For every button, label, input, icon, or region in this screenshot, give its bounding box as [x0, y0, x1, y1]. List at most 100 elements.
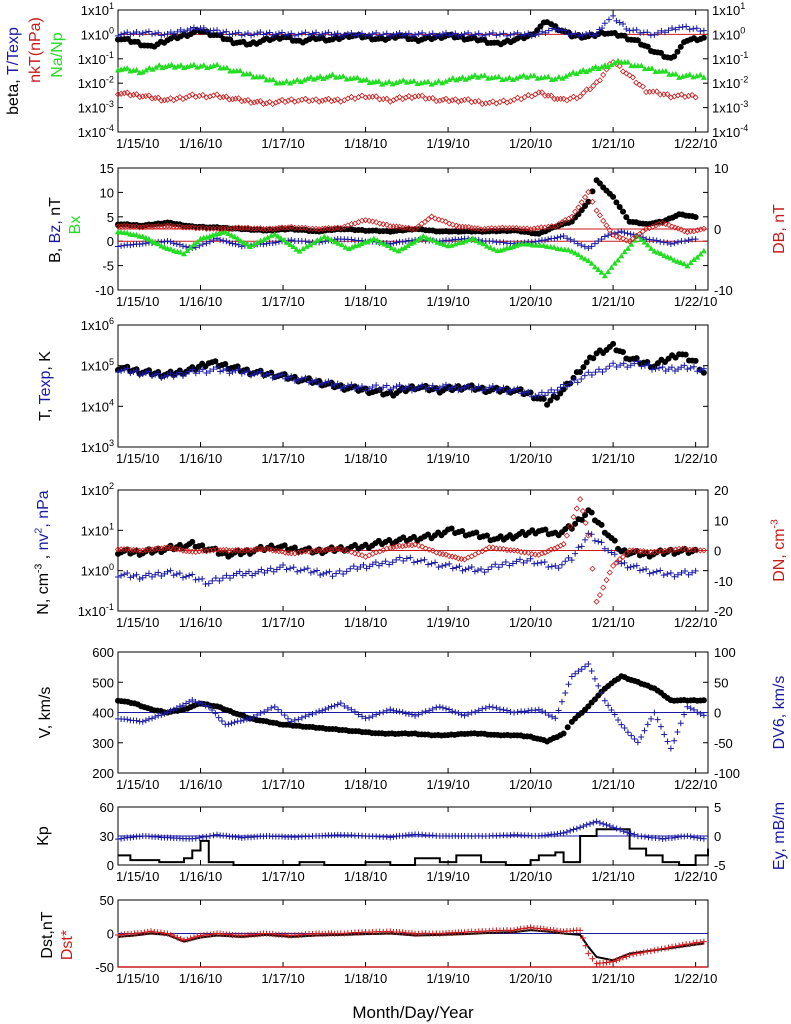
data-point [624, 245, 631, 251]
data-point [121, 30, 128, 37]
x-tick-label: 1/20/10 [509, 777, 552, 792]
x-tick-label: 1/15/10 [116, 971, 159, 986]
data-point [287, 565, 294, 572]
data-point [641, 727, 648, 734]
data-point [242, 570, 249, 577]
data-point [319, 547, 326, 554]
data-point [194, 26, 201, 33]
data-point [184, 936, 191, 943]
data-point [412, 31, 419, 38]
data-point [455, 98, 462, 105]
data-point [189, 366, 196, 373]
data-point [611, 59, 618, 66]
x-tick-label: 1/16/10 [179, 294, 222, 309]
data-point [313, 29, 320, 36]
data-point [176, 223, 183, 230]
data-point [312, 96, 320, 103]
data-point [518, 390, 525, 397]
y-axis-title: V, km/s [37, 687, 54, 739]
data-point [419, 709, 426, 716]
data-point [348, 236, 355, 243]
data-point [417, 557, 424, 564]
y-tick-label: 1x100 [81, 26, 114, 43]
data-point [228, 720, 235, 727]
data-point [700, 247, 707, 254]
x-tick-label: 1/15/10 [116, 615, 159, 630]
data-point [471, 568, 478, 575]
data-point [341, 547, 348, 554]
data-point [268, 704, 275, 711]
data-point [235, 95, 242, 102]
data-point [591, 537, 598, 544]
data-point [603, 821, 610, 828]
right-tick-label: -50 [714, 736, 733, 751]
data-point [577, 927, 584, 934]
data-point [615, 229, 622, 236]
data-point [316, 31, 323, 38]
data-point [390, 544, 397, 551]
data-point [544, 401, 551, 408]
data-point [676, 942, 683, 949]
data-point [396, 29, 403, 36]
data-point [694, 254, 701, 260]
data-point [176, 703, 183, 710]
data-point [192, 698, 199, 705]
data-point [455, 710, 462, 717]
data-point [692, 357, 699, 364]
data-point [326, 568, 333, 575]
data-point [313, 377, 320, 384]
data-point [115, 243, 121, 250]
data-point [127, 92, 134, 99]
data-point [426, 707, 433, 714]
data-point [449, 236, 456, 243]
series-nanp [115, 57, 707, 87]
data-point [638, 62, 645, 68]
data-point [181, 937, 188, 944]
data-point [585, 532, 592, 539]
data-point [591, 263, 598, 270]
data-point [229, 368, 236, 375]
data-point [507, 387, 514, 394]
y-tick-label-right: 1x100 [712, 26, 745, 43]
data-point [164, 930, 171, 937]
data-point [492, 561, 499, 568]
data-point [697, 226, 704, 233]
data-point [593, 31, 600, 38]
data-point [432, 559, 439, 566]
data-point [214, 831, 221, 838]
data-point [124, 365, 131, 372]
data-point [697, 71, 704, 78]
data-point [523, 225, 531, 232]
data-point [220, 93, 227, 101]
data-point [551, 244, 558, 250]
data-point [319, 97, 326, 104]
data-point [532, 551, 539, 558]
data-point [429, 832, 436, 839]
data-point [441, 241, 448, 248]
data-point [392, 246, 399, 252]
data-point [684, 228, 691, 236]
data-point [269, 32, 276, 39]
data-point [639, 228, 646, 235]
right-tick-label: 20 [714, 483, 728, 498]
data-point [593, 818, 600, 825]
data-point [271, 703, 278, 710]
data-point [449, 97, 456, 104]
data-point [610, 231, 617, 238]
data-point [627, 231, 634, 238]
data-point [257, 368, 264, 375]
data-point [223, 64, 230, 71]
data-point [321, 233, 328, 239]
data-point [118, 242, 125, 249]
data-point [251, 99, 258, 106]
data-point [189, 697, 196, 704]
data-point [278, 96, 286, 103]
data-point [415, 542, 422, 549]
y-tick-label: 0 [107, 234, 114, 249]
data-point [249, 572, 256, 579]
data-point [507, 708, 514, 715]
right-tick-label: 100 [714, 645, 736, 660]
data-point [290, 564, 297, 571]
data-point [412, 385, 419, 392]
